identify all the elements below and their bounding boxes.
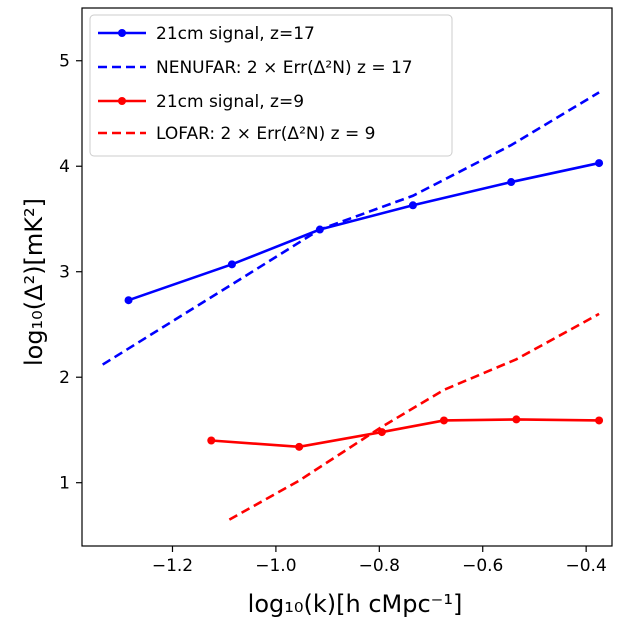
data-point xyxy=(439,416,448,425)
x-tick-label: −0.6 xyxy=(462,556,503,576)
plot-frame xyxy=(81,7,613,547)
x-tick-label: −0.8 xyxy=(359,556,400,576)
x-tick-label: −0.4 xyxy=(566,556,607,576)
y-tick-label: 2 xyxy=(59,368,70,388)
y-tick-label: 3 xyxy=(59,263,70,283)
y-tick-label: 1 xyxy=(59,474,70,494)
series-line-3 xyxy=(211,418,600,449)
x-tick-label: −1.0 xyxy=(255,556,296,576)
series-line-2 xyxy=(101,91,600,366)
data-point xyxy=(227,260,236,269)
legend-label: 21cm signal, z=9 xyxy=(156,92,304,112)
data-point xyxy=(377,428,386,437)
legend-label: LOFAR: 2 × Err(Δ²N) z = 9 xyxy=(156,124,375,144)
data-point xyxy=(512,415,521,424)
series-line-4 xyxy=(228,312,600,521)
data-point xyxy=(124,296,133,305)
data-point xyxy=(595,416,604,425)
data-point xyxy=(507,178,516,187)
y-axis-label: log₁₀(Δ²)[mK²] xyxy=(20,198,48,366)
data-point xyxy=(595,159,604,168)
y-tick-label: 5 xyxy=(59,52,70,72)
legend-marker xyxy=(118,97,126,105)
legend-label: NENUFAR: 2 × Err(Δ²N) z = 17 xyxy=(156,58,413,78)
legend-marker xyxy=(118,29,126,37)
y-tick-label: 4 xyxy=(59,157,70,177)
x-axis-label: log₁₀(k)[h cMpc⁻¹] xyxy=(248,590,463,618)
data-point xyxy=(295,442,304,451)
legend-label: 21cm signal, z=17 xyxy=(156,24,315,44)
data-point xyxy=(207,436,216,445)
x-tick-label: −1.2 xyxy=(152,556,193,576)
legend-frame xyxy=(89,14,453,157)
data-point xyxy=(408,201,417,210)
series-line-1 xyxy=(128,161,600,302)
legend: 21cm signal, z=17 NENUFAR: 2 × Err(Δ²N) z… xyxy=(89,14,453,157)
